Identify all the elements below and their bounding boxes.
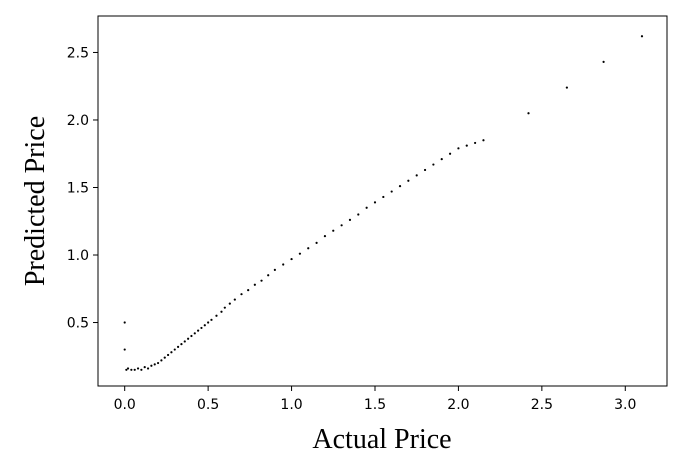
scatter-point (223, 306, 226, 309)
scatter-point (247, 289, 250, 292)
plot-frame (97, 15, 668, 387)
scatter-point (407, 179, 410, 182)
scatter-point (183, 340, 186, 343)
scatter-point (160, 359, 163, 362)
points-layer (123, 35, 644, 371)
scatter-point (123, 321, 126, 324)
scatter-point (163, 356, 166, 359)
scatter-point (640, 35, 644, 38)
scatter-point (200, 326, 203, 330)
scatter-point (187, 337, 190, 340)
x-tick-label: 1.5 (364, 397, 386, 413)
scatter-point (298, 252, 302, 255)
scatter-point (282, 263, 285, 266)
scatter-point (432, 163, 435, 166)
x-tick-label: 1.0 (280, 397, 302, 413)
scatter-point (465, 144, 468, 147)
scatter-point (253, 283, 256, 286)
scatter-point (474, 141, 477, 145)
scatter-point (150, 364, 153, 367)
scatter-point (166, 353, 170, 357)
scatter-point (180, 343, 183, 346)
scatter-point (207, 321, 210, 324)
x-tick-label: 2.0 (447, 397, 469, 413)
scatter-point (228, 302, 231, 305)
y-tick-label: 1.5 (67, 180, 89, 196)
scatter-point (143, 365, 146, 369)
scatter-point (373, 201, 377, 204)
scatter-point (190, 334, 193, 338)
scatter-point (215, 314, 218, 317)
y-tick-label: 2.0 (67, 113, 89, 129)
scatter-point (565, 86, 568, 89)
scatter-point (332, 229, 335, 232)
scatter-point (415, 174, 418, 177)
scatter-point (267, 274, 270, 277)
scatter-point (348, 218, 352, 222)
scatter-point (193, 332, 196, 335)
x-tick-label: 3.0 (614, 397, 636, 413)
y-tick-label: 1.0 (67, 248, 89, 264)
scatter-point (126, 367, 130, 370)
scatter-point (176, 345, 180, 348)
scatter-point (440, 158, 443, 161)
scatter-point (323, 235, 327, 238)
scatter-point (340, 224, 343, 227)
scatter-point (203, 324, 206, 327)
scatter-point (357, 213, 360, 216)
scatter-point (365, 206, 368, 209)
scatter-point (170, 351, 173, 354)
scatter-point (390, 190, 393, 193)
y-tick-label: 0.5 (67, 316, 89, 332)
scatter-point (123, 348, 126, 351)
x-tick-label: 0.5 (197, 397, 219, 413)
x-tick-label: 2.5 (531, 397, 553, 413)
scatter-point (220, 310, 223, 313)
scatter-point (140, 368, 143, 371)
scatter-point (125, 368, 128, 371)
scatter-point (482, 139, 485, 142)
scatter-point (315, 241, 318, 244)
x-axis-label: Actual Price (312, 424, 451, 455)
scatter-point (273, 268, 276, 271)
scatter-point (260, 279, 263, 282)
scatter-point (233, 298, 236, 301)
scatter-point (382, 195, 385, 199)
y-tick-label: 2.5 (67, 45, 89, 61)
scatter-point (173, 348, 176, 351)
scatter-point (423, 168, 427, 172)
scatter-point (457, 147, 460, 150)
scatter-point (153, 363, 156, 366)
scatter-point (146, 367, 150, 370)
y-axis: 0.5 1.0 1.5 2.0 2.5 (67, 45, 98, 332)
scatter-point (136, 367, 140, 370)
scatter-point (290, 257, 293, 261)
y-axis-label: Predicted Price (20, 116, 51, 286)
scatter-point (448, 152, 452, 155)
scatter-point (398, 185, 402, 188)
scatter-point (130, 368, 133, 371)
scatter-point (133, 368, 136, 371)
scatter-point (197, 329, 200, 332)
x-tick-label: 0.0 (114, 397, 136, 413)
scatter-point (240, 293, 243, 296)
scatter-point (307, 247, 310, 250)
scatter-point (210, 318, 213, 321)
scatter-point (602, 60, 605, 64)
scatter-point (156, 361, 160, 365)
x-axis: 0.0 0.5 1.0 1.5 2.0 2.5 3.0 (114, 386, 636, 413)
scatter-point (527, 112, 530, 115)
